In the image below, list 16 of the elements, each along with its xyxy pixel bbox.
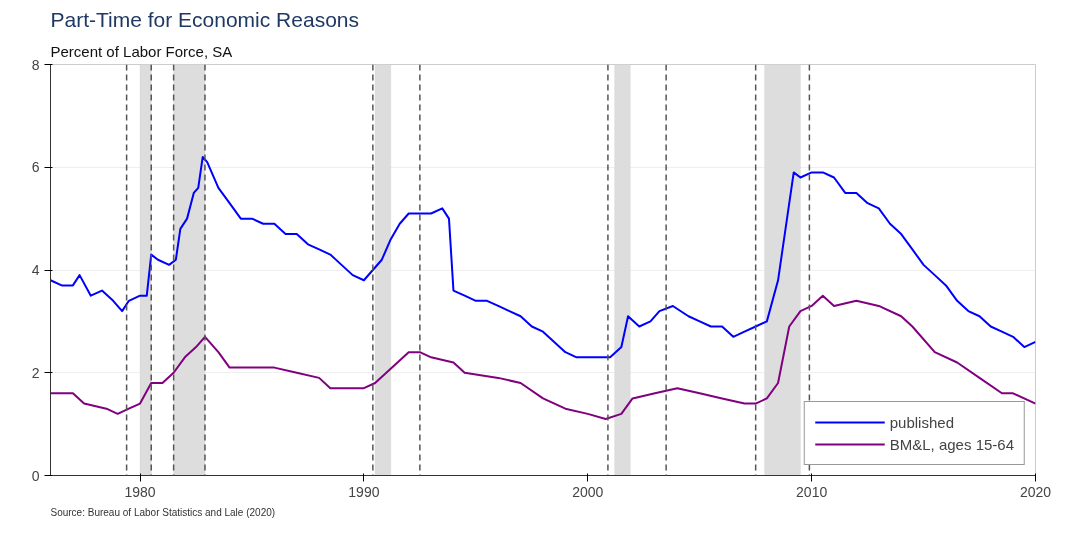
legend-label: BM&L, ages 15-64 bbox=[889, 435, 1014, 453]
x-tick-label: 2010 bbox=[796, 483, 828, 500]
y-tick-label: 6 bbox=[31, 159, 40, 176]
x-tick-label: 2020 bbox=[1019, 483, 1052, 500]
legend-label: published bbox=[889, 413, 954, 431]
y-tick-label: 8 bbox=[31, 56, 40, 73]
x-tick-label: 2000 bbox=[572, 483, 604, 500]
y-tick-label: 2 bbox=[31, 364, 40, 381]
line-series bbox=[50, 155, 1036, 359]
source-note: Source: Bureau of Labor Statistics and Lale (2020) bbox=[50, 506, 276, 518]
y-tick-label: 0 bbox=[31, 467, 40, 484]
x-tick-label: 1980 bbox=[124, 483, 156, 500]
chart-subtitle: Percent of Labor Force, SA bbox=[50, 42, 233, 60]
chart-title: Part-Time for Economic Reasons bbox=[50, 7, 359, 31]
x-tick-label: 1990 bbox=[348, 483, 380, 500]
y-tick-label: 4 bbox=[31, 262, 40, 278]
